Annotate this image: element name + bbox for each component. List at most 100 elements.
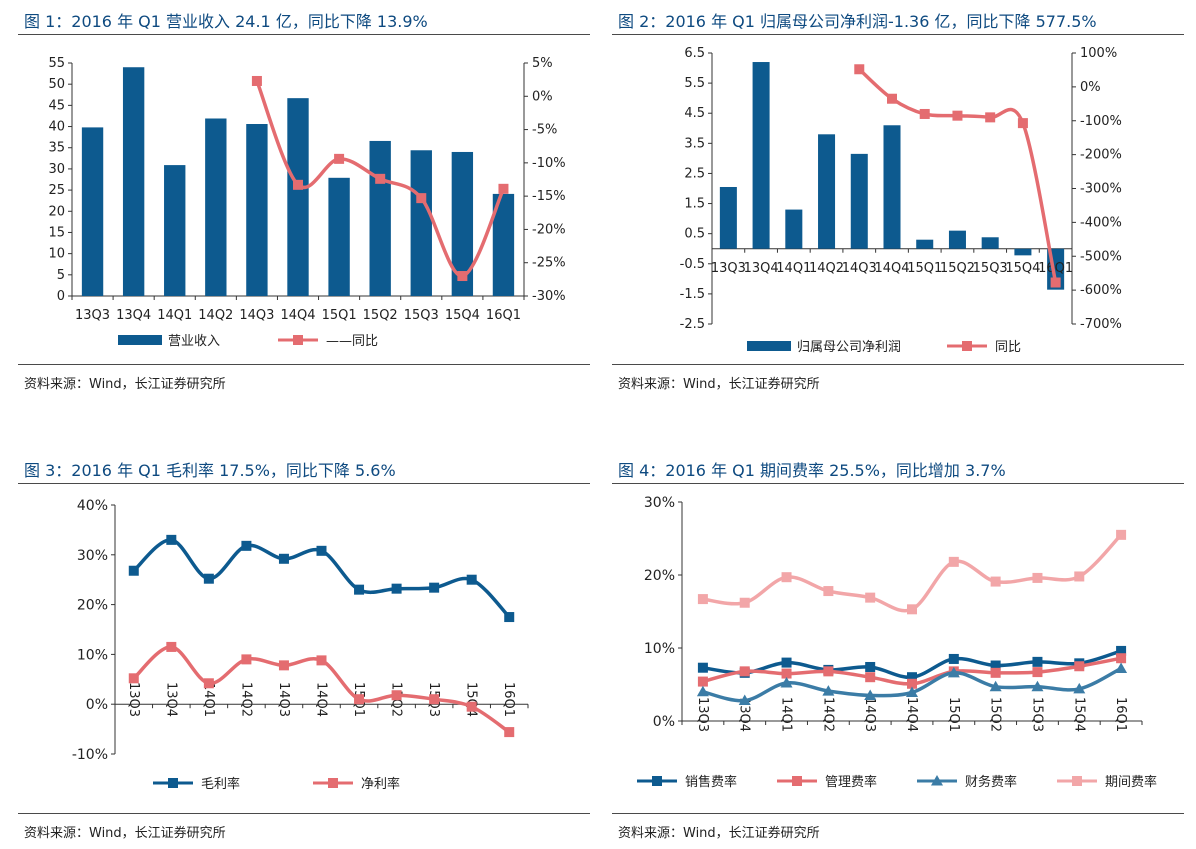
bar-13Q3 <box>81 127 104 296</box>
chart-panel-2: 图 2：2016 年 Q1 归属母公司净利润-1.36 亿，同比下降 577.5… <box>612 0 1184 400</box>
bar-14Q2 <box>205 118 227 296</box>
y-tick-label: 40% <box>77 498 108 514</box>
series-point-2 <box>1115 662 1128 673</box>
y-tick-label-left: 55 <box>48 56 65 71</box>
y-tick-label-right: -15% <box>532 189 566 204</box>
source-rule <box>612 364 1184 365</box>
series-point-3 <box>990 576 1001 587</box>
series-point-1 <box>203 678 214 689</box>
x-tick-label: 13Q4 <box>744 261 779 276</box>
y-tick-label: 30% <box>77 548 108 564</box>
series-line-3 <box>702 533 1123 613</box>
bar-15Q3 <box>981 237 999 249</box>
legend-marker <box>652 776 662 786</box>
yoy-point <box>251 75 262 86</box>
bar-15Q1 <box>328 177 350 296</box>
bar-15Q3 <box>410 150 432 296</box>
y-tick-label-left: 25 <box>48 183 65 198</box>
y-tick-label-left: 35 <box>48 141 65 156</box>
yoy-point <box>919 108 930 119</box>
series-point-1 <box>128 673 139 684</box>
revenue-chart: 0 5 10 15 20 25 30 35 40 45 50 55 5% 0% -5% -10% -15% -20… <box>48 56 566 349</box>
yoy-point <box>952 110 963 121</box>
series-point-0 <box>429 582 440 593</box>
yoy-point <box>416 193 427 204</box>
series-point-0 <box>166 534 177 545</box>
source-rule <box>612 813 1184 814</box>
series-point-3 <box>739 597 750 608</box>
bar-13Q4 <box>752 62 770 249</box>
y-tick-label-left: 30 <box>48 162 65 177</box>
y-tick-label-right: -5% <box>532 123 557 138</box>
yoy-point <box>854 64 865 75</box>
title-rule <box>612 483 1184 484</box>
yoy-point <box>985 112 996 123</box>
series-point-1 <box>697 676 708 687</box>
series-point-2 <box>696 685 709 697</box>
chart-title: 图 3：2016 年 Q1 毛利率 17.5%，同比下降 5.6% <box>24 461 396 480</box>
y-tick-label-right: -30% <box>532 289 566 304</box>
series-point-0 <box>354 584 365 595</box>
chart-source: 资料来源：Wind，长江证券研究所 <box>618 377 820 392</box>
legend-swatch-bar <box>118 335 162 345</box>
series-point-2 <box>1031 680 1044 692</box>
y-tick-label-right: -400% <box>1080 215 1122 230</box>
series-point-0 <box>907 672 917 683</box>
x-tick-label: 16Q1 <box>1113 697 1128 732</box>
title-rule <box>18 483 590 484</box>
legend-label: 同比 <box>995 340 1021 355</box>
y-tick-label-right: -500% <box>1080 249 1122 264</box>
x-tick-label: 14Q2 <box>809 261 844 276</box>
y-tick-label-right: -600% <box>1080 283 1122 298</box>
x-tick-label: 14Q3 <box>842 261 877 276</box>
x-tick-label: 14Q4 <box>874 261 909 276</box>
y-tick-label-right: -200% <box>1080 148 1122 163</box>
x-tick-label: 15Q3 <box>973 261 1008 276</box>
series-point-1 <box>429 694 440 705</box>
series-point-3 <box>865 592 876 603</box>
y-tick-label: 10% <box>77 647 108 663</box>
bar-14Q2 <box>818 134 836 249</box>
series-point-1 <box>466 701 477 712</box>
y-tick-label-right: -300% <box>1080 182 1122 197</box>
y-tick-label-right: -25% <box>532 256 566 271</box>
legend-label: 销售费率 <box>685 774 737 790</box>
x-tick-label: 13Q3 <box>75 308 110 323</box>
x-tick-label: 14Q1 <box>779 697 794 732</box>
x-tick-label: 15Q1 <box>907 261 942 276</box>
y-tick-label-left: 0.5 <box>684 227 705 242</box>
x-tick-label: 15Q2 <box>988 697 1003 732</box>
legend-label: 期间费率 <box>1105 774 1157 790</box>
series-point-0 <box>781 657 792 668</box>
x-tick-label: 14Q3 <box>276 682 291 717</box>
x-tick-label: 14Q3 <box>239 308 274 323</box>
legend-marker <box>931 775 943 786</box>
y-tick-label-right: 100% <box>1080 46 1117 61</box>
series-point-3 <box>1074 571 1085 582</box>
series-point-1 <box>739 666 750 677</box>
series-point-3 <box>697 594 708 605</box>
y-tick-label-right: -100% <box>1080 114 1122 129</box>
series-point-2 <box>822 685 835 696</box>
y-tick-label-right: 0% <box>532 89 553 104</box>
x-tick-label: 15Q4 <box>445 308 480 323</box>
legend-label: 毛利率 <box>201 776 240 792</box>
x-tick-label: 14Q2 <box>238 682 253 717</box>
x-tick-label: 16Q1 <box>1038 261 1073 276</box>
series-point-2 <box>947 666 960 678</box>
yoy-point <box>1050 277 1061 288</box>
legend-label: 管理费率 <box>825 774 877 790</box>
legend-marker <box>293 335 303 345</box>
series-point-1 <box>1074 661 1085 672</box>
x-tick-label: 14Q1 <box>157 308 192 323</box>
bar-15Q2 <box>369 140 391 296</box>
chart-panel-3: 图 3：2016 年 Q1 毛利率 17.5%，同比下降 5.6% 40% 30%… <box>18 449 590 849</box>
title-rule <box>18 34 590 35</box>
series-point-0 <box>391 583 402 594</box>
chart-panel-1: 图 1：2016 年 Q1 营业收入 24.1 亿，同比下降 13.9% 0 5 1… <box>18 0 590 400</box>
y-tick-label-left: 15 <box>48 225 65 240</box>
x-tick-label: 15Q2 <box>940 261 975 276</box>
series-point-1 <box>823 666 834 677</box>
yoy-point <box>334 153 345 164</box>
y-tick-label: 10% <box>644 641 675 657</box>
